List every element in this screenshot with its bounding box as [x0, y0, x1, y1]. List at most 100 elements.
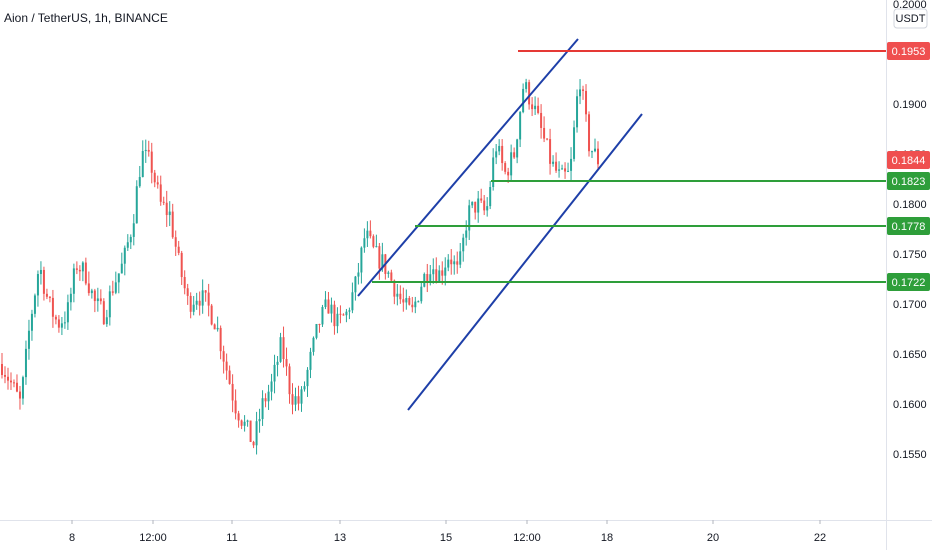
candle [339, 305, 342, 324]
candle [66, 294, 69, 330]
candle [75, 261, 78, 275]
candle [105, 309, 108, 327]
candle [546, 138, 549, 141]
candle [564, 162, 567, 179]
drawings-layer [357, 38, 886, 411]
candle [570, 147, 573, 182]
candle [405, 289, 408, 310]
candle [408, 295, 411, 306]
price-tick-label: 0.2000 [893, 0, 927, 11]
candle [72, 263, 75, 303]
price-badge-resistance: 0.1953 [887, 42, 930, 60]
candle [1, 352, 3, 379]
candle [375, 234, 378, 248]
candle [102, 298, 105, 326]
candle [588, 111, 591, 157]
candle [423, 272, 426, 288]
candle [300, 386, 303, 412]
candle [213, 323, 216, 330]
candle [144, 139, 147, 163]
time-tick-label: 20 [707, 532, 719, 544]
candle [108, 285, 111, 326]
candle [312, 336, 315, 356]
currency-button[interactable]: USDT [893, 8, 928, 29]
candle [360, 246, 363, 284]
candle [15, 374, 18, 393]
price-badge-current: 0.1844 [887, 151, 930, 169]
candle [417, 300, 420, 303]
candle [132, 214, 135, 246]
candle [282, 326, 285, 368]
candle [87, 271, 90, 296]
candle [594, 138, 597, 153]
candle [504, 161, 507, 175]
candle [234, 389, 237, 420]
price-badge-label: 0.1844 [892, 155, 926, 167]
candle [501, 139, 504, 171]
candle [540, 104, 543, 139]
candle [33, 293, 36, 318]
candle [228, 365, 231, 385]
price-badge-label: 0.1722 [892, 277, 926, 289]
time-tick-label: 18 [601, 532, 613, 544]
candle [393, 279, 396, 305]
candle [291, 383, 294, 415]
candle [474, 201, 477, 220]
candle [306, 367, 309, 397]
channel-lower-line[interactable] [407, 113, 643, 411]
candle [126, 234, 129, 251]
candle [153, 169, 156, 188]
candle [129, 234, 132, 250]
candle [555, 152, 558, 173]
candle [597, 141, 599, 170]
candle [558, 161, 561, 178]
time-tick-label: 12:00 [139, 532, 167, 544]
price-tick-label: 0.1650 [893, 349, 927, 361]
candle [351, 282, 354, 314]
candle [186, 283, 189, 305]
price-badge-label: 0.1778 [892, 221, 926, 233]
candle [27, 319, 30, 360]
currency-button-label: USDT [896, 13, 926, 25]
candle [366, 221, 369, 247]
candle [180, 250, 183, 285]
candle [495, 143, 498, 165]
candle [219, 325, 222, 360]
candle [117, 273, 120, 294]
candle [216, 316, 219, 332]
price-badge-label: 0.1953 [892, 46, 926, 58]
candle [465, 220, 468, 246]
price-badge-label: 0.1823 [892, 176, 926, 188]
candle [363, 228, 366, 253]
candle [78, 265, 81, 281]
candle [123, 245, 126, 276]
candle [246, 419, 249, 427]
candle [90, 288, 93, 299]
candle [489, 181, 492, 210]
price-badge-support: 0.1823 [887, 172, 930, 190]
candle [54, 314, 57, 325]
candle [198, 291, 201, 316]
candle [141, 140, 144, 178]
candle [435, 257, 438, 284]
candle [168, 201, 171, 227]
candle [378, 242, 381, 280]
candle [477, 190, 480, 223]
candle [468, 199, 471, 241]
candle [69, 287, 72, 311]
candle [135, 180, 138, 224]
time-scale: 8 12:00 11 13 15 12:00 18 20 22 [69, 520, 826, 544]
channel-upper-line[interactable] [357, 38, 579, 297]
candle [411, 296, 414, 313]
time-tick-label: 8 [69, 532, 75, 544]
candle [63, 311, 66, 329]
time-tick-label: 15 [440, 532, 452, 544]
candle [354, 275, 357, 301]
candle [492, 148, 495, 191]
price-tick-label: 0.1900 [893, 99, 927, 111]
candle [207, 283, 210, 317]
candle [309, 347, 312, 379]
candle [159, 175, 162, 206]
candle [3, 366, 6, 384]
